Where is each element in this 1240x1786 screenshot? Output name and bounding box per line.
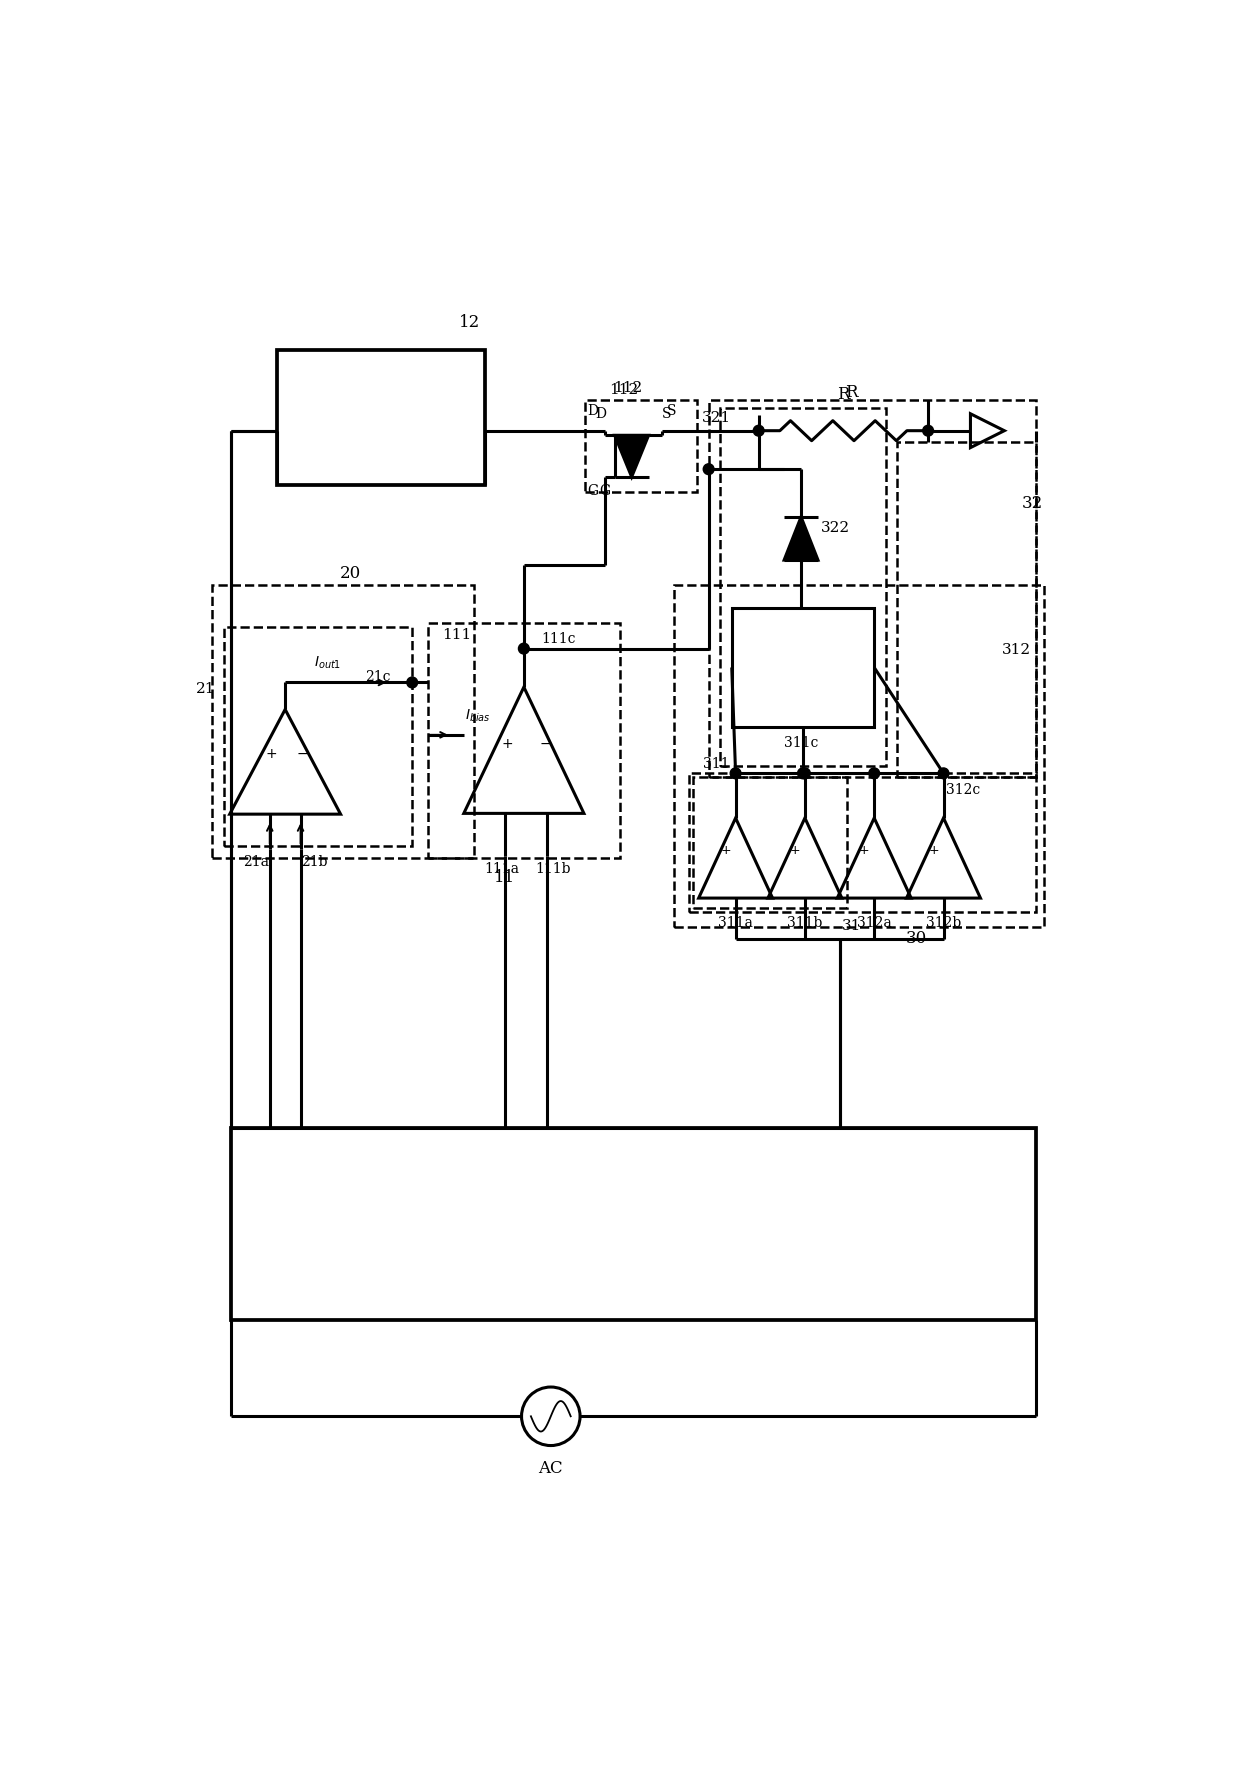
Text: 11: 11 [494,868,516,886]
Circle shape [939,768,949,779]
Text: 111a: 111a [485,863,520,875]
Circle shape [797,768,808,779]
Circle shape [869,768,879,779]
Bar [675,584,1044,927]
Bar [212,584,474,857]
Bar [708,400,1035,777]
Text: 311a: 311a [718,916,753,931]
Text: −: − [296,747,308,761]
Text: 21: 21 [196,682,216,695]
Text: 12: 12 [459,314,481,332]
Text: G: G [588,484,599,498]
Text: 21a: 21a [243,855,269,870]
Text: D: D [588,404,599,418]
Text: 30: 30 [906,931,928,947]
Text: +: + [929,843,939,857]
Text: +: + [265,747,277,761]
Text: 111: 111 [443,627,471,641]
Bar [693,777,847,907]
Text: 112: 112 [613,382,642,395]
Text: +: + [790,843,800,857]
Polygon shape [615,436,649,477]
Text: 311: 311 [703,757,729,772]
Text: 311b: 311b [787,916,822,931]
Polygon shape [784,516,818,561]
Text: D: D [595,407,606,421]
Text: +: + [720,843,730,857]
Circle shape [407,677,418,688]
Text: 312a: 312a [857,916,892,931]
Text: +: + [501,738,512,752]
Circle shape [923,425,934,436]
Text: S: S [662,407,671,421]
Bar [223,627,412,847]
Bar [689,773,1035,913]
Text: 111c: 111c [541,632,575,645]
Text: $I_{out1}$: $I_{out1}$ [314,655,341,672]
Text: 312c: 312c [946,784,980,797]
Bar [898,443,1035,777]
Text: 321: 321 [702,411,730,425]
Text: +: + [859,843,869,857]
Circle shape [800,768,810,779]
Text: 31: 31 [842,918,861,932]
Text: $I_{bias}$: $I_{bias}$ [465,707,491,723]
Text: 312b: 312b [926,916,961,931]
Circle shape [703,464,714,475]
Text: G: G [599,484,610,498]
Text: 21c: 21c [365,670,391,684]
Circle shape [518,643,529,654]
Text: 20: 20 [340,564,361,582]
Bar [231,1127,1035,1320]
Text: 111b: 111b [536,863,570,875]
Text: AC: AC [538,1461,563,1477]
Bar [585,400,697,493]
Text: R: R [837,386,849,404]
Text: 21b: 21b [301,855,327,870]
Bar [428,623,620,857]
Text: 312: 312 [1002,643,1032,657]
Circle shape [730,768,742,779]
Text: 322: 322 [821,522,851,536]
Text: 311c: 311c [784,736,818,750]
Bar [720,407,885,766]
Circle shape [754,425,764,436]
Text: −: − [539,738,552,752]
Bar [278,350,485,484]
Text: R: R [844,384,857,400]
Text: 32: 32 [1022,495,1043,513]
Bar [732,607,874,727]
Text: S: S [667,404,677,418]
Text: 112: 112 [609,382,639,396]
